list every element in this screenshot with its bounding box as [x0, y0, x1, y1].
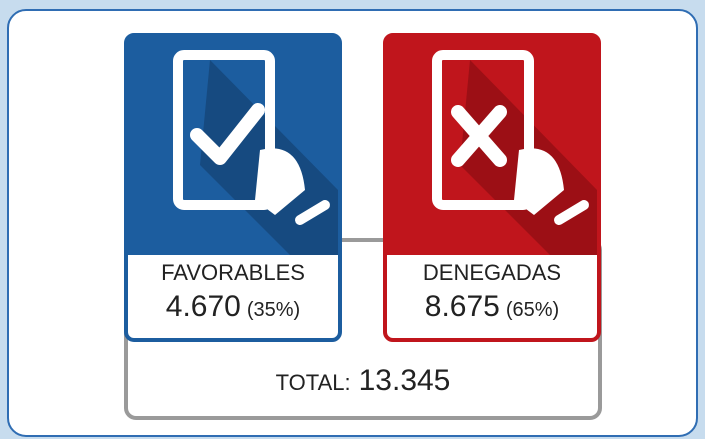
card-value: 4.670 (35%) [166, 290, 300, 323]
total-label: TOTAL: [276, 370, 351, 395]
card-value: 8.675 (65%) [425, 290, 559, 323]
percent: (35%) [247, 299, 300, 321]
count: 8.675 [425, 290, 500, 323]
favorables-card [124, 33, 342, 342]
total-value: 13.345 [359, 364, 451, 397]
count: 4.670 [166, 290, 241, 323]
percent: (65%) [506, 299, 559, 321]
card-label: FAVORABLES [161, 260, 305, 285]
total: TOTAL: 13.345 [276, 364, 451, 397]
card-label: DENEGADAS [423, 260, 561, 285]
denegadas-card [383, 33, 601, 342]
